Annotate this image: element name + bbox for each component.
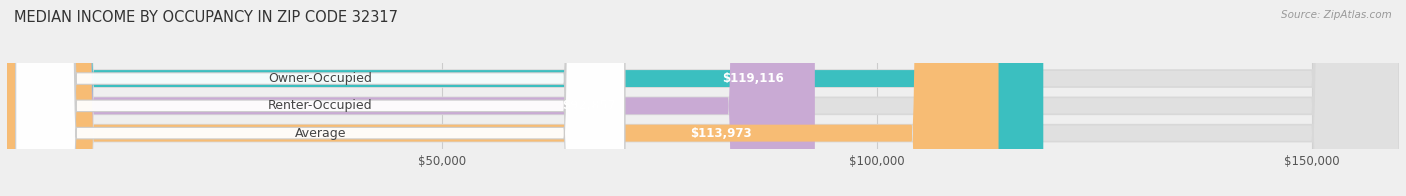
FancyBboxPatch shape [7,0,1043,196]
FancyBboxPatch shape [7,0,1399,196]
FancyBboxPatch shape [15,0,624,196]
FancyBboxPatch shape [7,0,1399,196]
Text: $92,857: $92,857 [562,99,616,112]
FancyBboxPatch shape [15,0,624,196]
Text: Owner-Occupied: Owner-Occupied [269,72,373,85]
FancyBboxPatch shape [7,0,815,196]
Text: $119,116: $119,116 [723,72,785,85]
Text: $113,973: $113,973 [690,127,752,140]
Text: Average: Average [294,127,346,140]
Text: Renter-Occupied: Renter-Occupied [269,99,373,112]
Text: MEDIAN INCOME BY OCCUPANCY IN ZIP CODE 32317: MEDIAN INCOME BY OCCUPANCY IN ZIP CODE 3… [14,10,398,25]
FancyBboxPatch shape [15,0,624,196]
FancyBboxPatch shape [7,0,998,196]
FancyBboxPatch shape [7,0,1399,196]
Text: Source: ZipAtlas.com: Source: ZipAtlas.com [1281,10,1392,20]
